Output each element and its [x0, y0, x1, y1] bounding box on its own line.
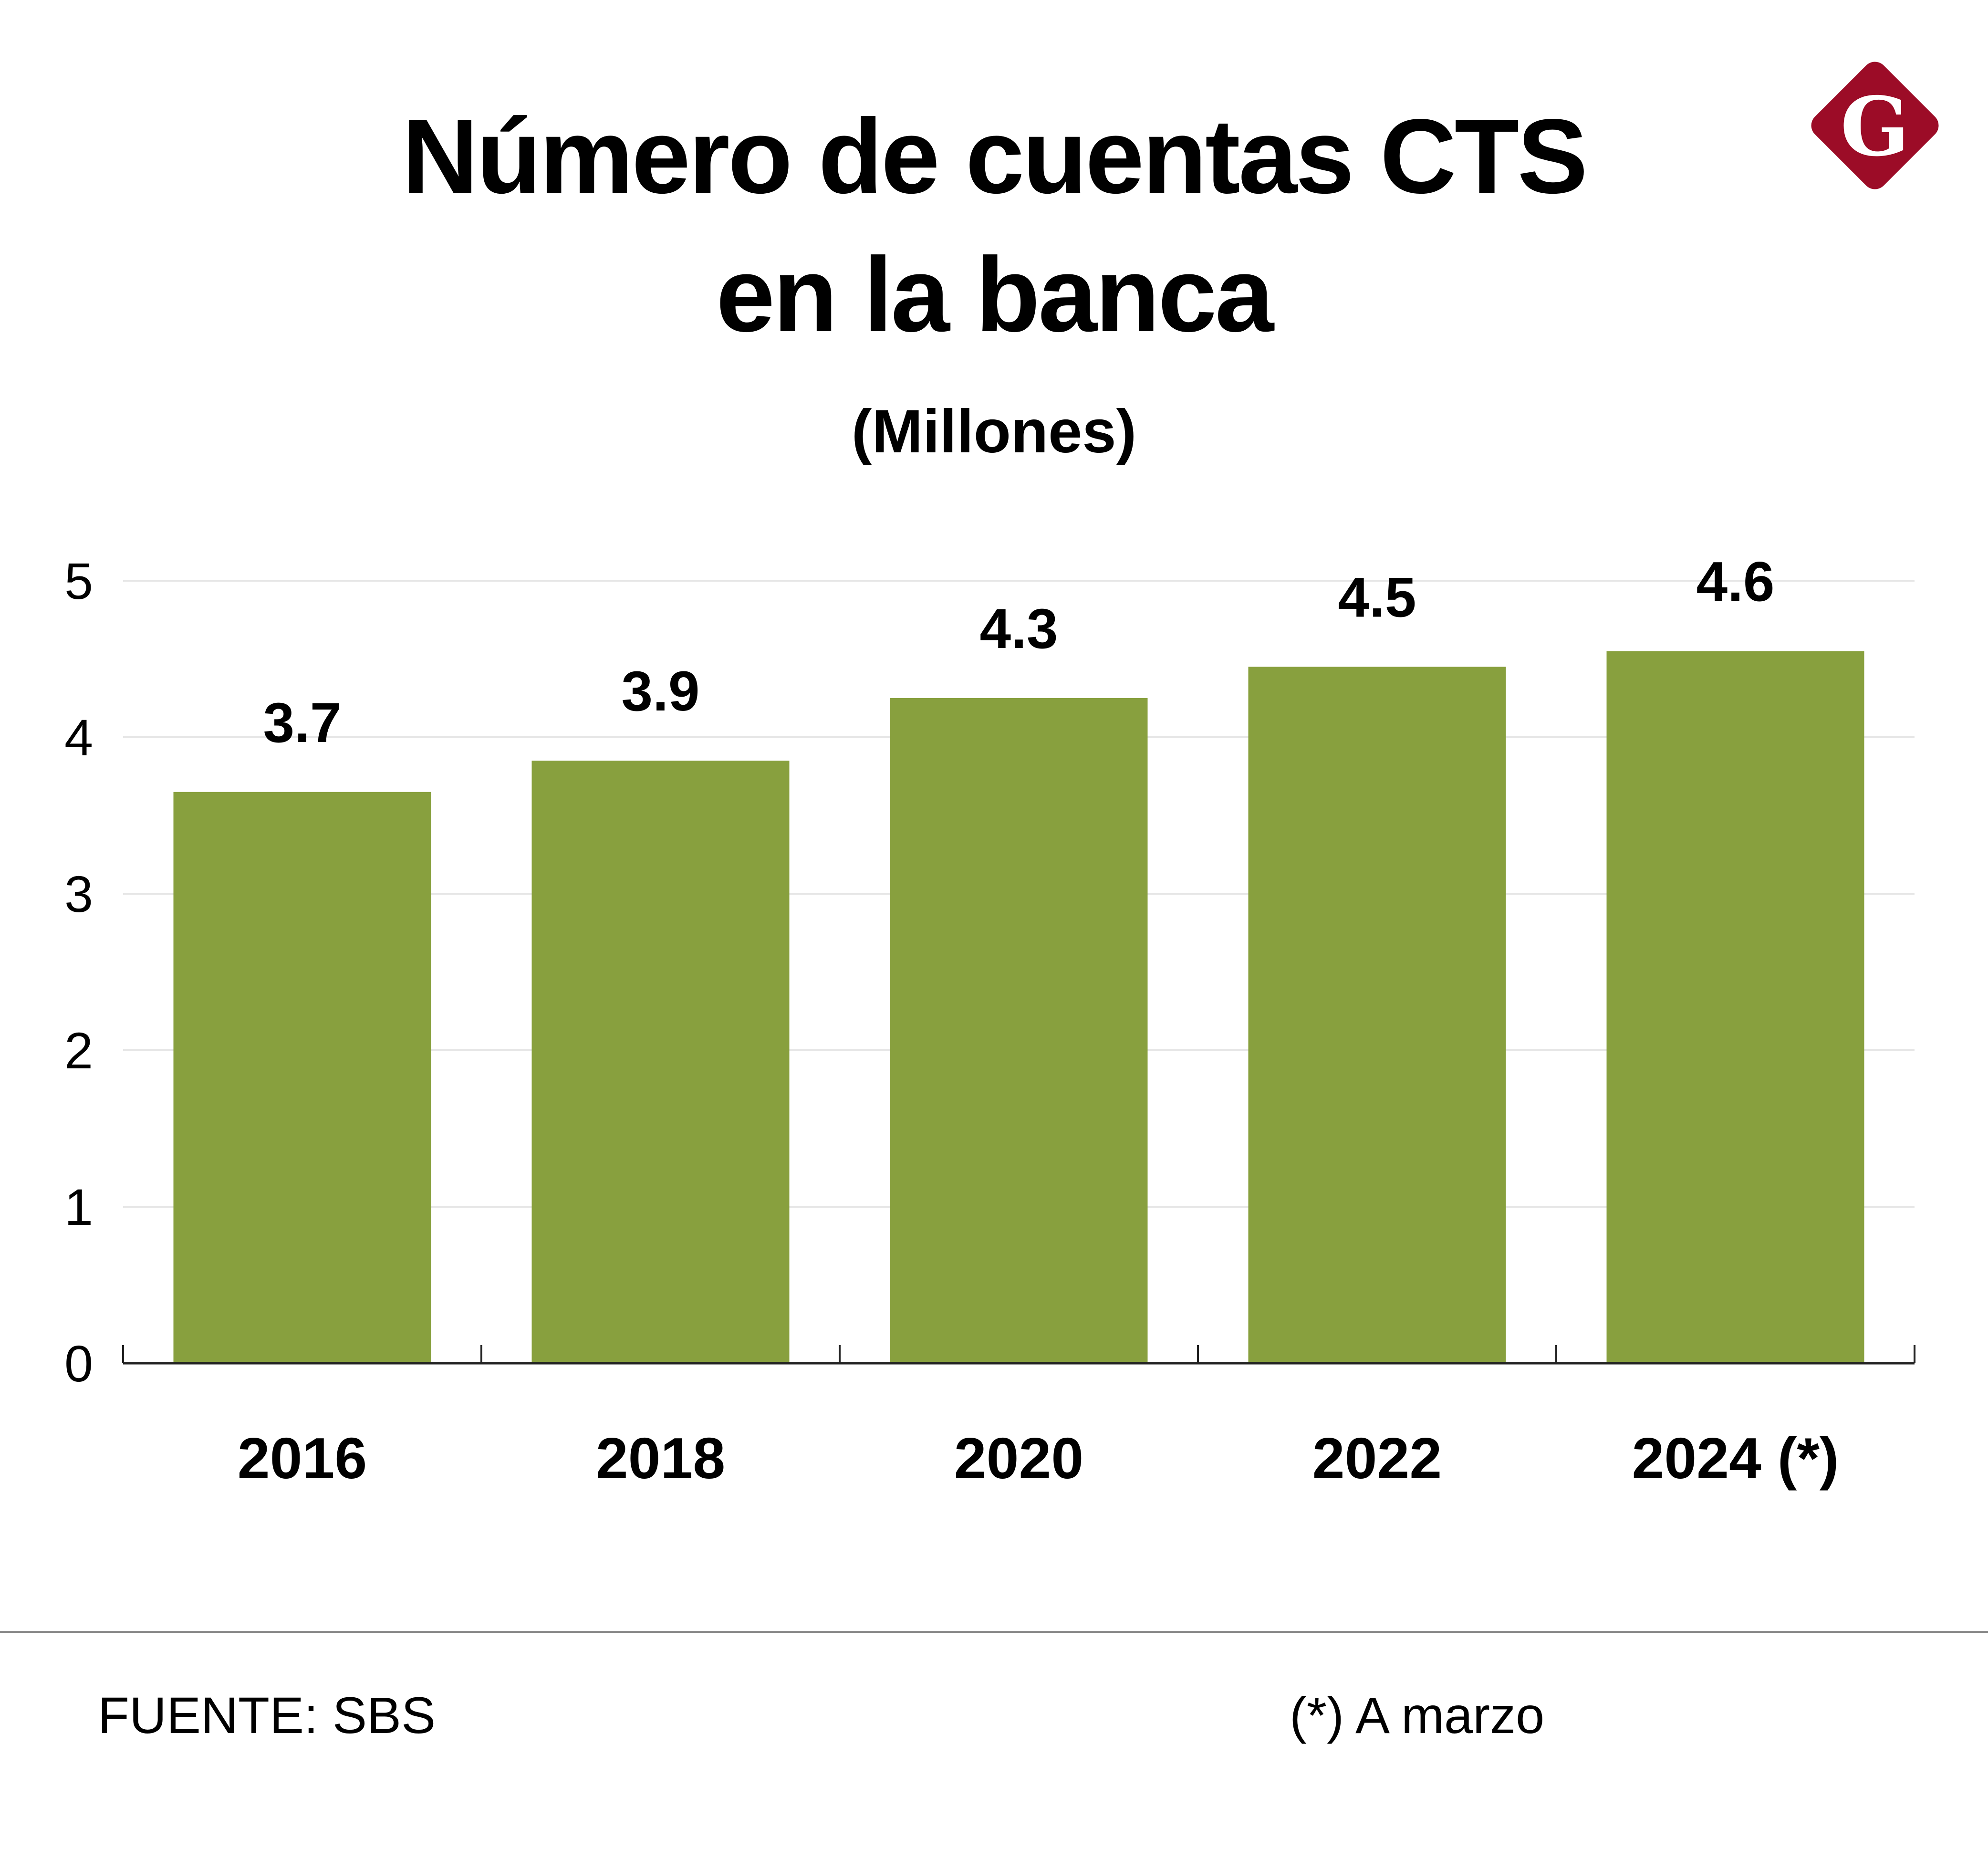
bar-value-label: 4.3: [979, 597, 1058, 660]
y-tick-label: 1: [64, 1178, 93, 1236]
y-tick-label: 0: [64, 1335, 93, 1392]
x-tick-label: 2016: [238, 1426, 367, 1491]
chart-title-line-2: en la banca: [716, 236, 1274, 354]
bar-chart: 0 1 2 3 4 5 3.7 2016 3.9 2018 4.3 2020 4.5 2022 4.6 202…: [64, 551, 1915, 1491]
y-tick-label: 3: [64, 865, 93, 923]
y-tick-label: 2: [64, 1022, 93, 1079]
bar: [1606, 651, 1864, 1363]
logo-diamond: [1811, 62, 1939, 189]
source-note: FUENTE: SBS: [98, 1686, 436, 1744]
y-tick-label: 5: [64, 552, 93, 610]
x-tick-label: 2020: [954, 1426, 1083, 1491]
chart-subtitle: (Millones): [851, 397, 1137, 466]
bar-value-label: 4.5: [1338, 566, 1416, 629]
logo-letter: G: [1840, 79, 1909, 175]
y-tick-label: 4: [64, 709, 93, 766]
gestion-logo-icon: G: [1811, 62, 1939, 189]
bar: [1248, 667, 1506, 1363]
x-tick-label: 2018: [596, 1426, 725, 1491]
chart-title-line-1: Número de cuentas CTS: [402, 97, 1588, 216]
footnote: (*) A marzo: [1290, 1686, 1545, 1744]
x-tick-label: 2024 (*): [1632, 1426, 1839, 1491]
bar: [531, 761, 790, 1363]
bar: [173, 792, 431, 1363]
bar-value-label: 3.9: [621, 660, 699, 723]
bar: [890, 698, 1148, 1363]
footer-divider: [0, 1631, 1988, 1633]
bar-value-label: 3.7: [263, 691, 341, 754]
bar-value-label: 4.6: [1696, 551, 1774, 614]
x-tick-label: 2022: [1312, 1426, 1442, 1491]
